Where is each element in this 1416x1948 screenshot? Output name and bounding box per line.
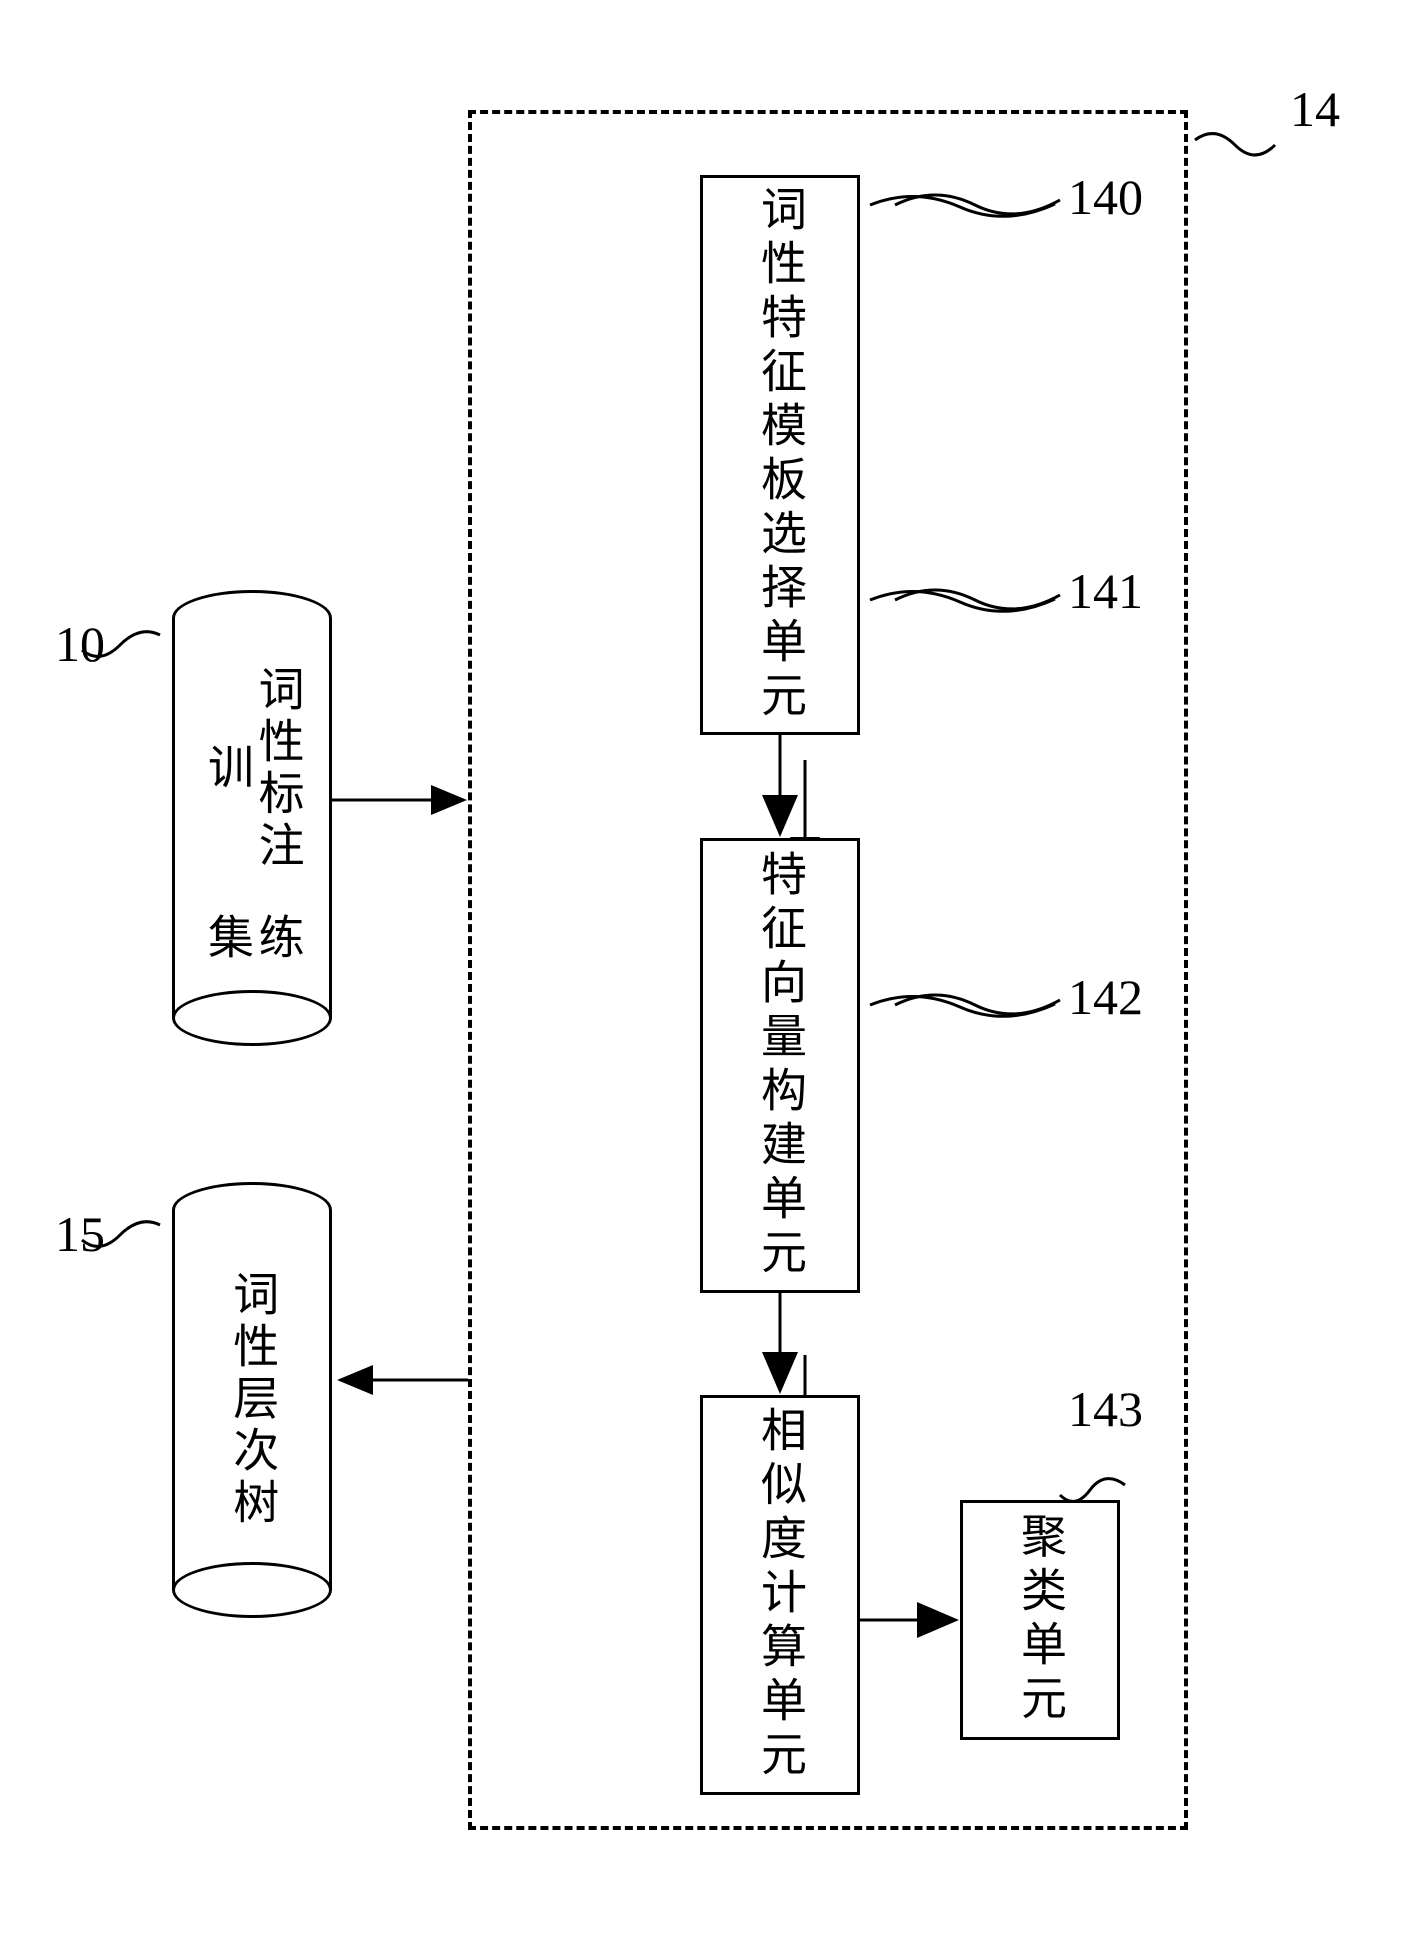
- box-143-label: 聚类单元: [1007, 1512, 1073, 1728]
- ref-143: 143: [1068, 1380, 1143, 1438]
- ref-15: 15: [55, 1205, 105, 1263]
- ref-140: 140: [1068, 168, 1143, 226]
- clean-layer: 词性特征模板选择单元 特征向量构建单元 相似度计算单元 聚类单元: [0, 0, 1416, 1948]
- box-140: 词性特征模板选择单元: [700, 175, 860, 735]
- ref-141: 141: [1068, 562, 1143, 620]
- box-142: 相似度计算单元: [700, 1395, 860, 1795]
- box-140-label: 词性特征模板选择单元: [747, 185, 813, 725]
- box-143: 聚类单元: [960, 1500, 1120, 1740]
- ref-142: 142: [1068, 968, 1143, 1026]
- box-142-label: 相似度计算单元: [747, 1406, 813, 1784]
- box-141-label: 特征向量构建单元: [747, 850, 813, 1282]
- box-141: 特征向量构建单元: [700, 838, 860, 1293]
- ref-10: 10: [55, 615, 105, 673]
- ref-14: 14: [1290, 80, 1340, 138]
